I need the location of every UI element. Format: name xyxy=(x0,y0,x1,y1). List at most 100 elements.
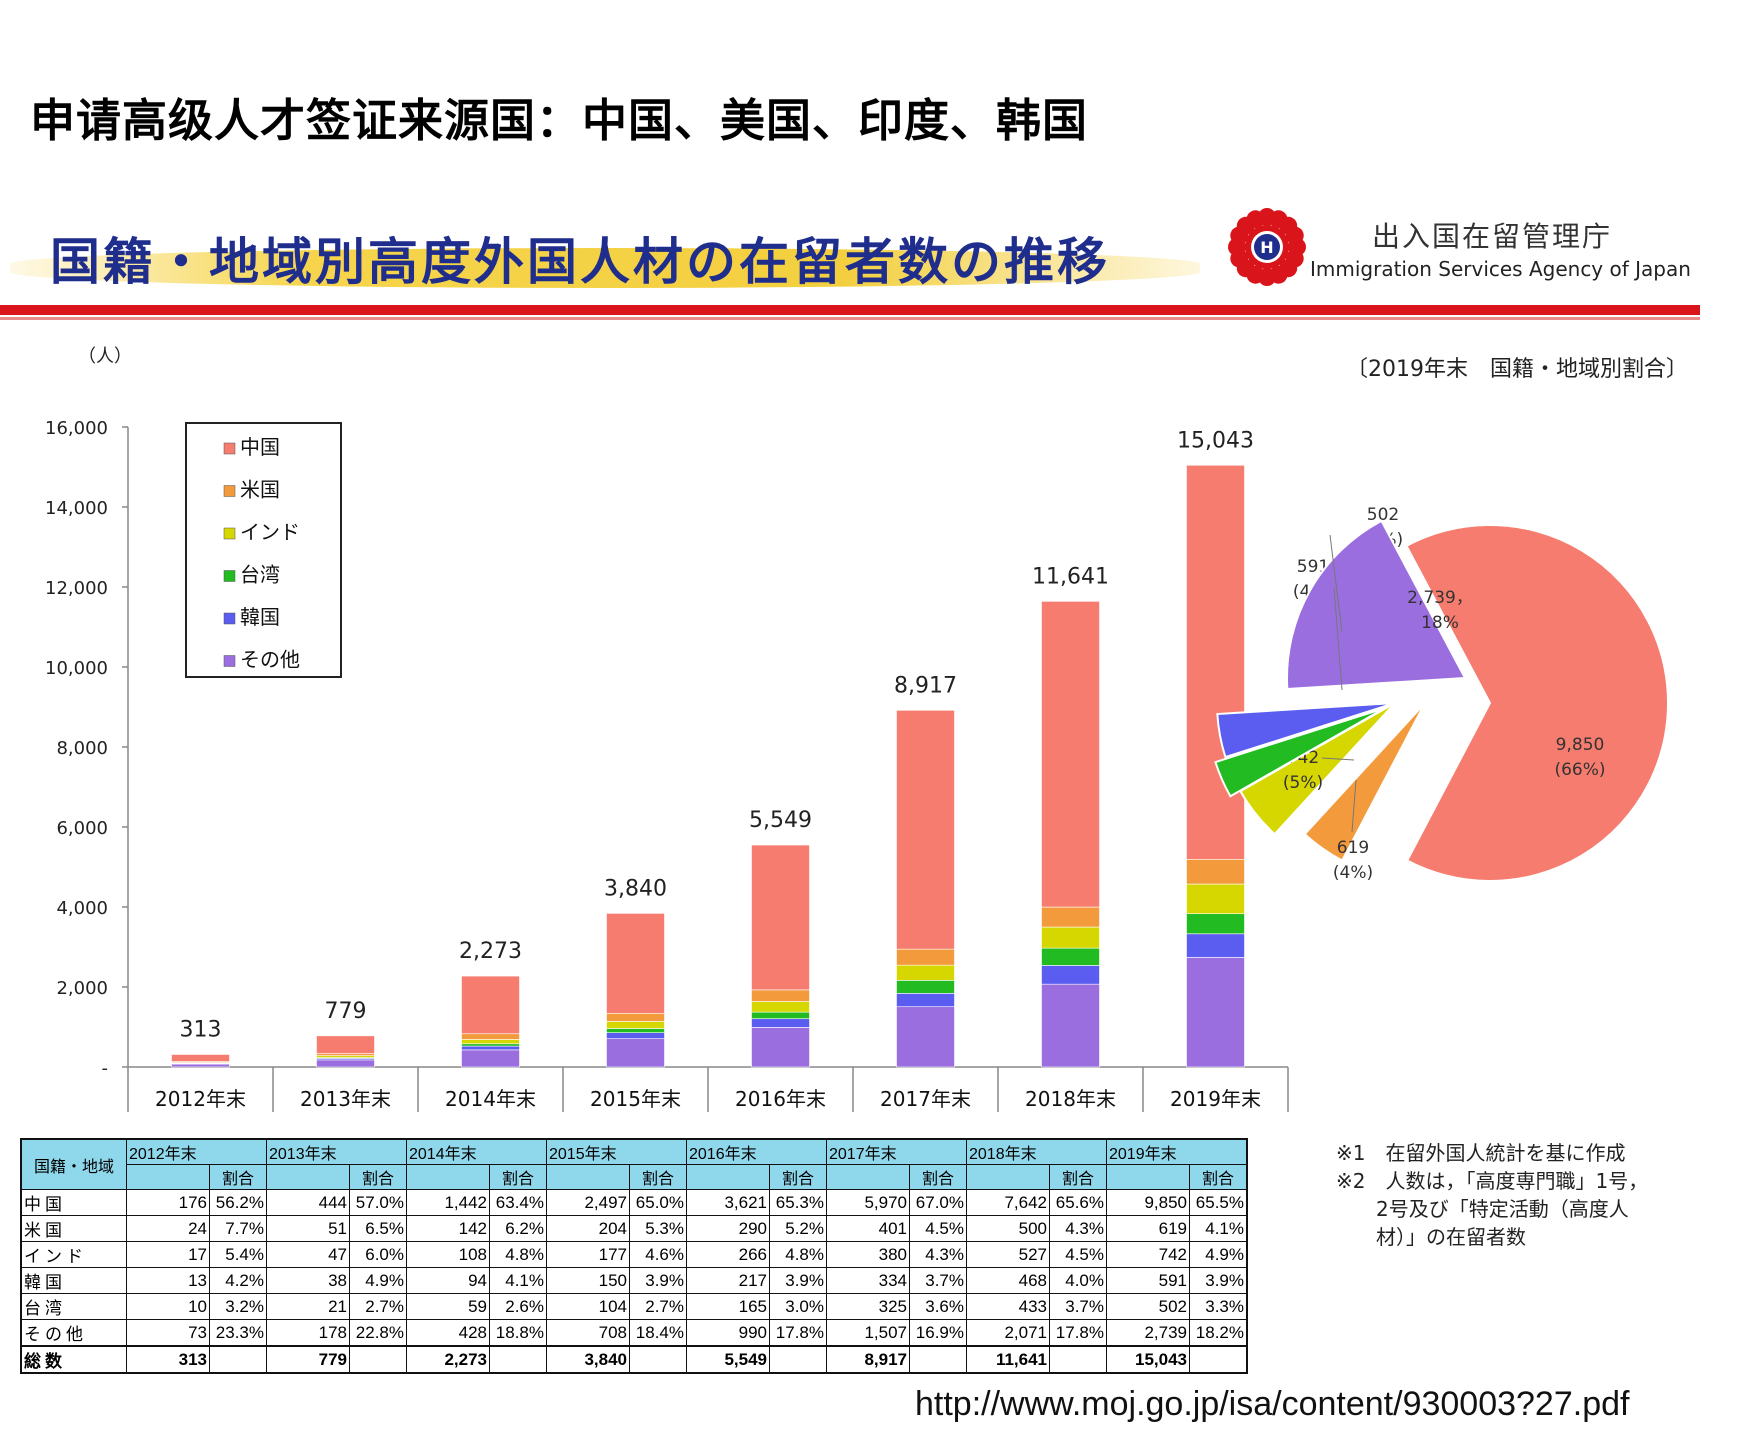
source-url[interactable]: http://www.moj.go.jp/isa/content/930003?… xyxy=(915,1385,1630,1423)
table-cell-share: 2.7% xyxy=(629,1293,687,1320)
table-share-header: 割合 xyxy=(349,1164,407,1190)
table-cell-count: 178 xyxy=(266,1319,350,1347)
table-cell-share: 4.5% xyxy=(909,1215,967,1242)
table-cell-share: 2.6% xyxy=(489,1293,547,1320)
legend-frame xyxy=(185,422,342,678)
table-row-label: 中国 xyxy=(20,1189,127,1216)
table-cell-count: 2,273 xyxy=(406,1345,490,1374)
pie-leader-line xyxy=(1333,587,1343,691)
y-tick-label: 4,000 xyxy=(56,898,108,919)
table-cell-count: 591 xyxy=(1106,1267,1190,1294)
bar-segment xyxy=(461,1039,520,1045)
legend-swatch xyxy=(223,612,236,625)
table-cell-share: 22.8% xyxy=(349,1319,407,1347)
table-cell-count: 313 xyxy=(126,1345,210,1374)
table-year-header: 2017年末 xyxy=(826,1138,967,1165)
y-tick-label: 16,000 xyxy=(45,418,108,439)
table-cell-share: 3.6% xyxy=(909,1293,967,1320)
pie-slice xyxy=(1214,707,1386,798)
bar-segment xyxy=(751,989,810,1002)
bar-total-label: 5,549 xyxy=(749,808,812,833)
pie-title: 〔2019年末 国籍・地域別割合〕 xyxy=(1346,357,1688,382)
table-cell-count: 17 xyxy=(126,1241,210,1268)
table-row-label: インド xyxy=(20,1241,127,1268)
table-cell-share: 18.4% xyxy=(629,1319,687,1347)
table-cell-count: 5,970 xyxy=(826,1189,910,1216)
table-header-blank xyxy=(126,1164,210,1190)
table-row: 韓国 13 4.2% 38 4.9% 94 4.1% 150 3.9% 217 3.9% 334 3.7… xyxy=(20,1267,1248,1294)
table-cell-count: 38 xyxy=(266,1267,350,1294)
pie-leader-line xyxy=(1351,779,1357,833)
table-cell-count: 11,641 xyxy=(966,1345,1050,1374)
table-row-label: 米国 xyxy=(20,1215,127,1242)
table-row: 台湾 10 3.2% 21 2.7% 59 2.6% 104 2.7% 165 3.0% 325 3.6… xyxy=(20,1293,1248,1320)
x-tick-label: 2013年末 xyxy=(300,1087,391,1111)
table-share-header: 割合 xyxy=(909,1164,967,1190)
table-cell-share xyxy=(1189,1345,1248,1374)
table-cell-share xyxy=(349,1345,407,1374)
bar-segment xyxy=(896,993,955,1008)
bar-segment xyxy=(1186,858,1245,885)
table-year-header: 2012年末 xyxy=(126,1138,267,1165)
bar-segment xyxy=(171,1063,230,1068)
table-year-header: 2015年末 xyxy=(546,1138,687,1165)
y-tick-label: 14,000 xyxy=(45,498,108,519)
table-cell-share: 6.5% xyxy=(349,1215,407,1242)
table-cell-count: 3,621 xyxy=(686,1189,770,1216)
table-cell-share xyxy=(629,1345,687,1374)
header-rule xyxy=(0,305,1700,315)
table-cell-count: 177 xyxy=(546,1241,630,1268)
table-header-blank xyxy=(966,1164,1050,1190)
table-cell-share: 63.4% xyxy=(489,1189,547,1216)
table-cell-share: 5.4% xyxy=(209,1241,267,1268)
table-cell-share: 7.7% xyxy=(209,1215,267,1242)
table-cell-share: 6.0% xyxy=(349,1241,407,1268)
bar-segment xyxy=(316,1059,375,1068)
bar-segment xyxy=(606,1032,665,1039)
bar-segment xyxy=(606,1012,665,1022)
table-cell-count: 468 xyxy=(966,1267,1050,1294)
bar-total-label: 313 xyxy=(180,1017,222,1042)
table-cell-count: 380 xyxy=(826,1241,910,1268)
table-cell-share: 6.2% xyxy=(489,1215,547,1242)
table-header-row: 国籍・地域 2012年末 2013年末 2014年末 2015年末 2016年末 2017年… xyxy=(20,1138,1248,1190)
table-cell-count: 428 xyxy=(406,1319,490,1347)
bar-segment xyxy=(896,980,955,994)
data-table: 国籍・地域 2012年末 2013年末 2014年末 2015年末 2016年末 2017年… xyxy=(20,1138,1248,1374)
table-cell-share: 65.0% xyxy=(629,1189,687,1216)
table-cell-count: 1,507 xyxy=(826,1319,910,1347)
legend-swatch xyxy=(223,442,236,455)
legend-swatch xyxy=(223,655,236,667)
pie-label-percent: (5%) xyxy=(1283,773,1323,793)
table-cell-count: 502 xyxy=(1106,1293,1190,1320)
table-cell-count: 5,549 xyxy=(686,1345,770,1374)
table-row: インド 17 5.4% 47 6.0% 108 4.8% 177 4.6% 266 4.8% 380 4… xyxy=(20,1241,1248,1268)
bar-segment xyxy=(461,1045,520,1051)
table-cell-count: 21 xyxy=(266,1293,350,1320)
table-cell-share xyxy=(769,1345,827,1374)
bar-segment xyxy=(606,913,665,1014)
table-cell-share: 5.2% xyxy=(769,1215,827,1242)
table-cell-share: 56.2% xyxy=(209,1189,267,1216)
table-share-header: 割合 xyxy=(1049,1164,1107,1190)
table-cell-share: 3.3% xyxy=(1189,1293,1248,1320)
legend-label: 韓国 xyxy=(240,605,280,629)
bar-segment xyxy=(896,1006,955,1068)
table-cell-count: 990 xyxy=(686,1319,770,1347)
bar-segment xyxy=(1041,926,1100,949)
pie-label-value: 9,850 xyxy=(1556,735,1605,755)
table-header-blank xyxy=(406,1164,490,1190)
legend-swatch xyxy=(223,570,236,582)
agency-name-jp: 出入国在留管理庁 xyxy=(1372,220,1613,253)
table-cell-count: 2,071 xyxy=(966,1319,1050,1347)
legend-swatch xyxy=(223,485,236,497)
table-cell-count: 51 xyxy=(266,1215,350,1242)
table-cell-share: 5.3% xyxy=(629,1215,687,1242)
bar-segment xyxy=(1041,983,1100,1068)
table-cell-count: 217 xyxy=(686,1267,770,1294)
bar-segment xyxy=(461,1043,520,1047)
bar-total-label: 2,273 xyxy=(459,939,522,964)
table-cell-share: 4.6% xyxy=(629,1241,687,1268)
bar-segment xyxy=(896,710,955,950)
pie-slice xyxy=(1216,702,1396,759)
